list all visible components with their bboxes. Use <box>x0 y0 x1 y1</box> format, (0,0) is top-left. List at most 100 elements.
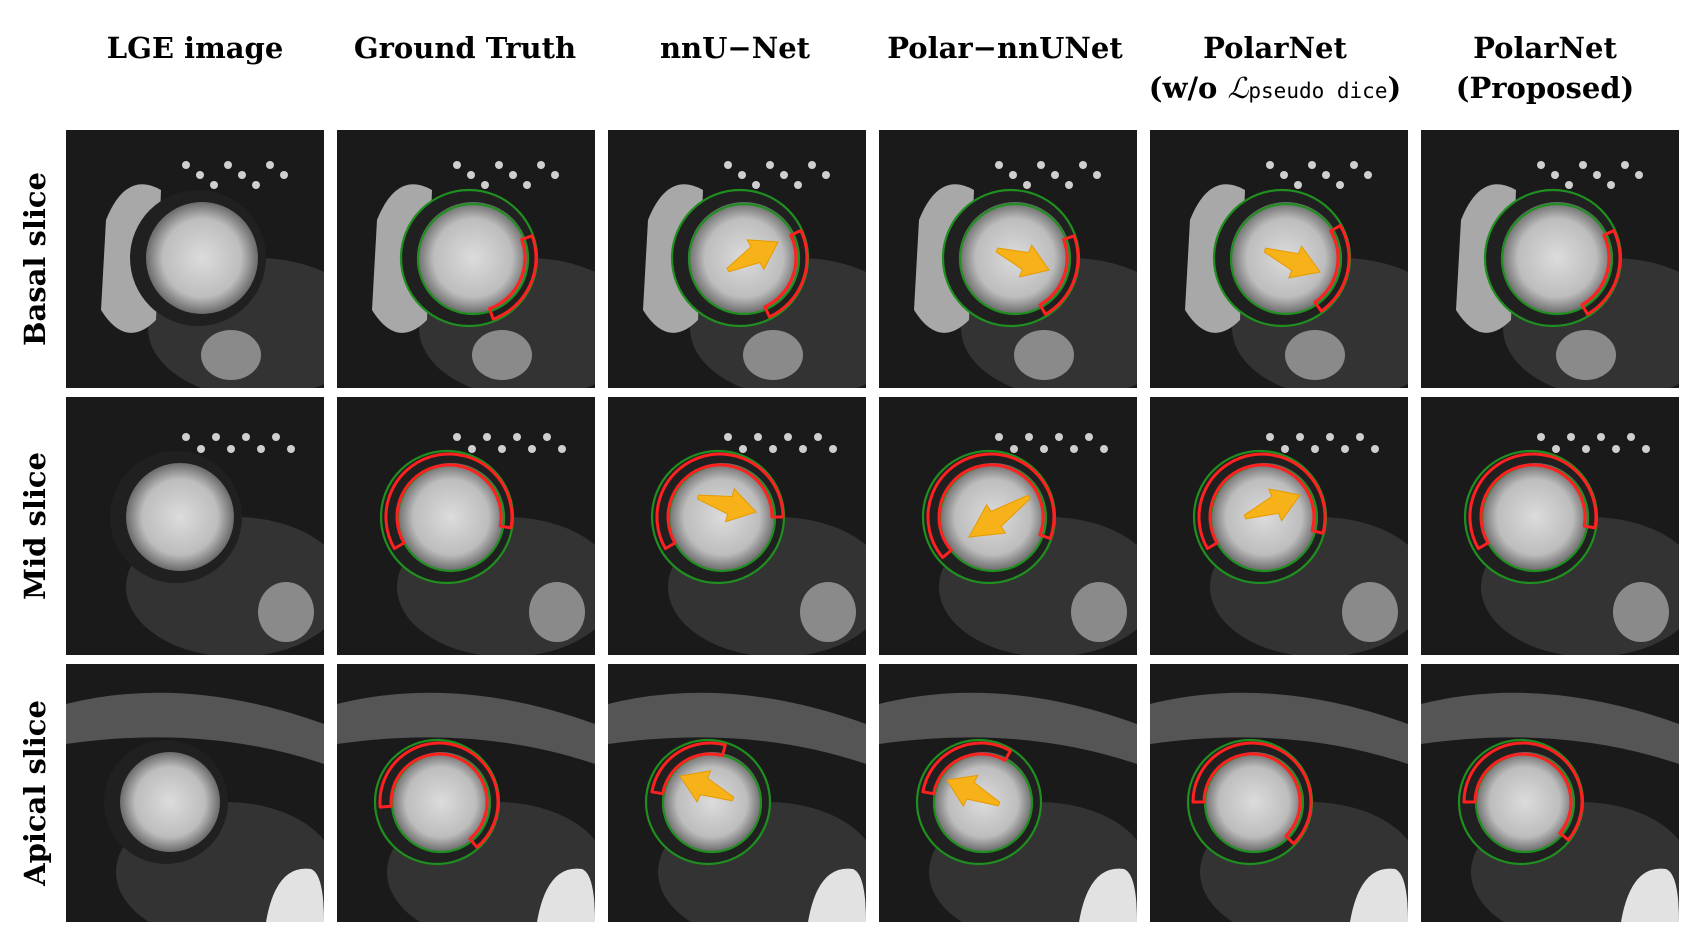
bright-structure <box>266 868 324 922</box>
scar-contour <box>1462 741 1584 842</box>
error-arrow-icon <box>679 770 735 803</box>
vessel <box>1285 330 1345 380</box>
scar-contour <box>650 741 727 796</box>
column-title-polar-nnunet: Polar−nnUNet <box>887 31 1123 65</box>
bright-spot <box>509 171 517 179</box>
bright-spot <box>1051 171 1059 179</box>
bright-spot <box>1579 161 1587 169</box>
bright-spot <box>1055 433 1063 441</box>
bright-spot <box>1552 445 1560 453</box>
vessel <box>743 330 803 380</box>
bright-spot <box>724 433 732 441</box>
bright-spot <box>780 171 788 179</box>
row-label-apical: Apical slice <box>18 700 53 886</box>
mri-image <box>1421 397 1679 655</box>
mri-image <box>1150 397 1408 655</box>
mri-image <box>608 664 866 922</box>
blood-pool <box>1501 202 1613 314</box>
bright-spot <box>1612 445 1620 453</box>
bright-spot <box>468 445 476 453</box>
bright-spot <box>1070 445 1078 453</box>
blood-pool <box>391 752 491 852</box>
bright-spot <box>212 433 220 441</box>
bright-spot <box>481 181 489 189</box>
bright-spot <box>784 433 792 441</box>
tissue-band <box>66 692 324 764</box>
bright-structure <box>808 868 866 922</box>
bright-spot <box>1296 433 1304 441</box>
bright-spot <box>495 161 503 169</box>
bright-spot <box>1537 433 1545 441</box>
mri-panel-apical-polar-nnunet <box>879 664 1137 922</box>
bright-spot <box>252 181 260 189</box>
scar-contour <box>378 741 500 849</box>
epicardium-contour <box>915 738 1043 866</box>
mri-panel-basal-polarnet-ablation <box>1150 130 1408 388</box>
mri-image <box>1150 664 1408 922</box>
scar-contour <box>384 452 514 550</box>
tissue-band <box>1150 692 1408 764</box>
mri-panel-basal-nnunet <box>608 130 866 388</box>
bright-structure <box>1621 868 1679 922</box>
mri-panel-mid-ground-truth <box>337 397 595 655</box>
bright-spot <box>1627 433 1635 441</box>
bright-spot <box>754 433 762 441</box>
blood-pool <box>417 202 529 314</box>
mri-image <box>337 130 595 388</box>
error-arrow-icon <box>995 244 1050 278</box>
column-title-nnunet: nnU−Net <box>659 31 811 65</box>
bright-spot <box>528 445 536 453</box>
mri-image <box>608 397 866 655</box>
bright-spot <box>1311 445 1319 453</box>
bright-spot <box>197 445 205 453</box>
tissue-band <box>608 692 866 764</box>
bright-spot <box>1023 181 1031 189</box>
blood-pool <box>1481 463 1589 571</box>
column-title-polarnet-ablation: PolarNet (w/o ℒpseudo dice) <box>1148 31 1402 105</box>
bright-spot <box>1565 181 1573 189</box>
bright-spot <box>739 445 747 453</box>
bright-spot <box>266 161 274 169</box>
bright-spot <box>537 161 545 169</box>
bright-spot <box>523 181 531 189</box>
error-arrow-icon <box>696 487 757 523</box>
error-arrow-icon <box>968 494 1031 538</box>
bright-spot <box>1607 181 1615 189</box>
mri-panel-basal-ground-truth <box>337 130 595 388</box>
bright-spot <box>995 161 1003 169</box>
bright-spot <box>769 445 777 453</box>
mri-panel-apical-lge-image <box>66 664 324 922</box>
vessel <box>1342 582 1398 642</box>
bright-spot <box>1597 433 1605 441</box>
blood-pool <box>668 463 776 571</box>
bright-spot <box>1280 171 1288 179</box>
row-label-basal: Basal slice <box>18 172 52 346</box>
bright-spot <box>1582 445 1590 453</box>
bright-spot <box>1100 445 1108 453</box>
bright-spot <box>1371 445 1379 453</box>
scar-contour <box>921 741 1012 796</box>
mri-panel-mid-polarnet-proposed <box>1421 397 1679 655</box>
bright-spot <box>766 161 774 169</box>
bright-spot <box>242 433 250 441</box>
bright-spot <box>1551 171 1559 179</box>
mri-panel-apical-ground-truth <box>337 664 595 922</box>
bright-spot <box>1336 181 1344 189</box>
bright-spot <box>238 171 246 179</box>
mri-image <box>1150 130 1408 388</box>
vessel <box>800 582 856 642</box>
blood-pool <box>1204 752 1304 852</box>
error-arrow-icon <box>726 239 779 273</box>
scar-contour <box>1038 234 1080 316</box>
mri-image <box>1421 130 1679 388</box>
tissue-band <box>337 692 595 764</box>
endocardium-contour <box>687 202 801 316</box>
bright-spot <box>1010 445 1018 453</box>
mri-image <box>66 130 324 388</box>
column-title-lge-image: LGE image <box>106 31 284 65</box>
bright-spot <box>543 433 551 441</box>
mri-panel-basal-lge-image <box>66 130 324 388</box>
bright-structure <box>1079 868 1137 922</box>
bright-spot <box>1085 433 1093 441</box>
bright-spot <box>453 161 461 169</box>
